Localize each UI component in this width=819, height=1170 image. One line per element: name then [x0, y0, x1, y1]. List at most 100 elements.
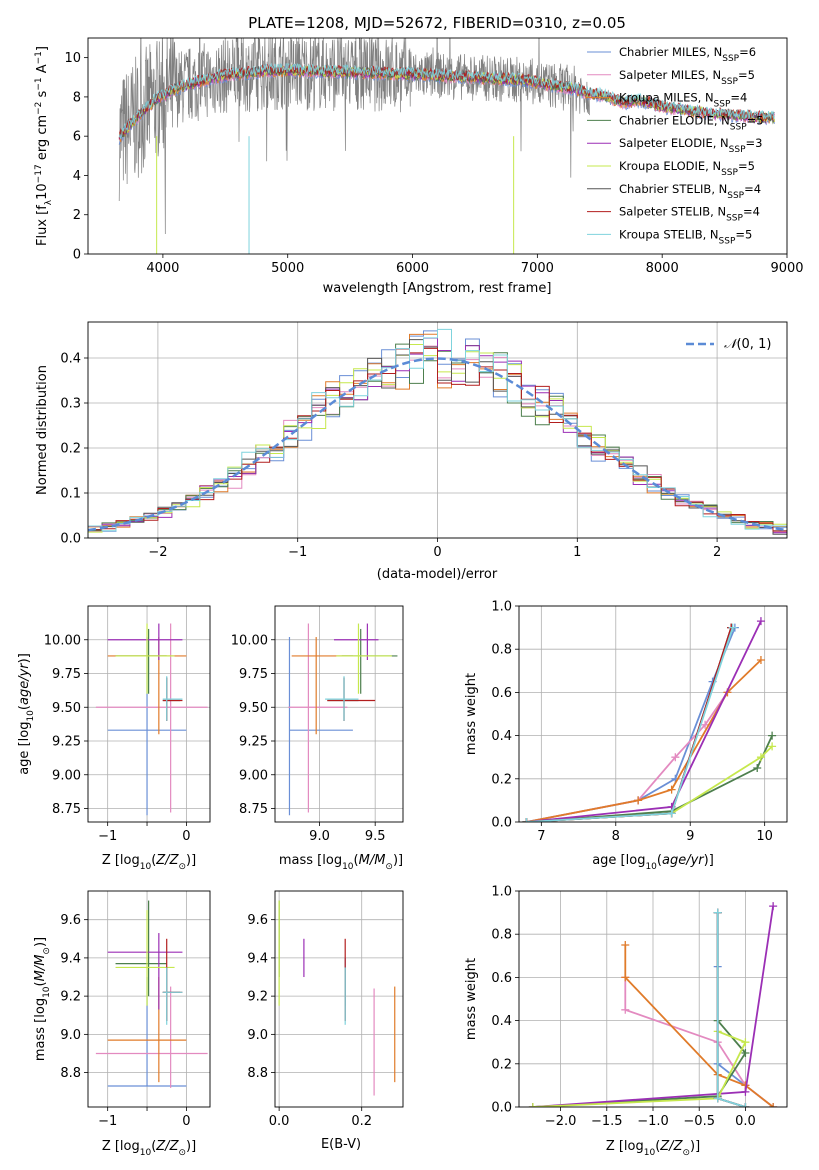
x-tick-label: 0	[182, 1114, 190, 1129]
x-axis-label: wavelength [Angstrom, rest frame]	[323, 281, 552, 296]
x-axis-label: age [log10(age/yr)]	[592, 853, 714, 872]
age_vs_Z-axes: −1 0 8.75 9.00 9.25 9.50 9.75 10.00	[44, 605, 211, 844]
mw_vs_Z-frame	[518, 890, 788, 1108]
sfh-marker	[522, 818, 531, 822]
mass_vs_ebv-frame	[274, 890, 404, 1108]
x-tick-label: 7	[537, 829, 545, 844]
sfh-marker	[756, 753, 765, 762]
y-tick-label: 8.8	[247, 1066, 268, 1081]
legend-label: Chabrier MILES, NSSP=6	[619, 45, 756, 64]
x-axis-label: E(B-V)	[321, 1137, 361, 1152]
y-tick-label: 9.4	[60, 951, 81, 966]
figure-title: PLATE=1208, MJD=52672, FIBERID=0310, z=0…	[248, 14, 626, 32]
age_vs_mass-axes: 9.0 9.5 8.75 9.00 9.25 9.50 9.75 10.00	[231, 605, 404, 844]
x-tick-label: −1.5	[591, 1114, 623, 1129]
y-tick-label: 0	[73, 248, 81, 263]
x-tick-label: 7000	[521, 261, 554, 276]
sfh-line	[526, 659, 762, 822]
x-tick-label: 0.0	[735, 1114, 756, 1129]
y-tick-label: 9.2	[247, 990, 268, 1005]
y-tick-label: 0.2	[60, 442, 81, 457]
sfh-marker	[768, 742, 777, 751]
x-tick-label: 0.2	[351, 1114, 372, 1129]
legend-label: Chabrier STELIB, NSSP=4	[619, 182, 761, 201]
y-tick-label: 0.0	[491, 1101, 512, 1116]
y-tick-label: 0.8	[491, 643, 512, 658]
mass_vs_Z-axes: −1 0 8.8 9.0 9.2 9.4 9.6	[60, 890, 211, 1129]
x-tick-label: −1.0	[637, 1114, 669, 1129]
y-tick-label: 0.6	[491, 971, 512, 986]
normal-curve	[88, 357, 787, 532]
x-tick-label: 9.5	[365, 829, 386, 844]
x-tick-label: 9	[686, 829, 694, 844]
legend-label: 𝒩(0, 1)	[724, 337, 771, 352]
y-tick-label: 2	[73, 208, 81, 223]
age_vs_Z-plot-area	[95, 623, 208, 816]
sfh-z-marker	[741, 1049, 750, 1057]
x-tick-label: 1	[573, 545, 581, 560]
sfh-marker	[756, 656, 765, 664]
sfh-marker	[768, 731, 777, 740]
y-axis-label: mass weight	[464, 958, 479, 1040]
sfh-marker	[728, 623, 737, 632]
sfh-marker	[671, 753, 680, 762]
mw_vs_Z-axes: −2.0 −1.5 −1.0 −0.5 0.0 0.0 0.2 0.4 0.6 0.8 1.0	[491, 885, 788, 1129]
sfh-z-marker	[528, 1103, 537, 1107]
x-axis-label: (data-model)/error	[377, 567, 498, 582]
y-tick-label: 9.75	[52, 667, 81, 682]
sfh-z-marker	[621, 973, 630, 982]
y-tick-label: 0.2	[491, 1057, 512, 1072]
y-tick-label: 0.2	[491, 772, 512, 787]
sfh-z-marker	[769, 902, 778, 911]
residual-histogram	[88, 328, 787, 538]
sfh-z-line	[532, 1030, 747, 1107]
x-tick-label: 8000	[646, 261, 679, 276]
mass_vs_Z-plot-area	[95, 900, 208, 1088]
y-tick-label: 0.4	[60, 352, 81, 367]
y-tick-label: 1.0	[491, 600, 512, 615]
sfh-marker	[756, 617, 765, 626]
y-axis-label: Normed distribution	[35, 365, 50, 495]
residuals-frame	[87, 321, 788, 539]
y-tick-label: 8.75	[52, 802, 81, 817]
age_vs_Z-frame	[87, 605, 211, 823]
y-tick-label: 9.00	[239, 768, 268, 783]
sfh-z-marker	[741, 1038, 750, 1047]
y-axis-label: mass [log10(M/M⊙)]	[33, 937, 52, 1061]
x-tick-label: 5000	[271, 261, 304, 276]
sfh-z-marker	[713, 1094, 722, 1103]
mass_vs_Z-frame	[87, 890, 211, 1108]
residuals-axes: −2 −1 0 1 2 0.0 0.1 0.2 0.3 0.4	[60, 321, 788, 560]
x-axis-label: Z [log10(Z/Z⊙)]	[102, 1139, 196, 1158]
y-tick-label: 0.3	[60, 397, 81, 412]
y-tick-label: 8.75	[239, 802, 268, 817]
sfh-line	[526, 745, 773, 822]
y-tick-label: 9.50	[239, 701, 268, 716]
y-tick-label: 9.4	[247, 951, 268, 966]
y-axis-label: Flux [fλ10−17 erg cm−2 s−1 A−1]	[34, 46, 54, 246]
x-axis-label: Z [log10(Z/Z⊙)]	[102, 853, 196, 872]
y-tick-label: 9.25	[239, 735, 268, 750]
y-tick-label: 9.6	[60, 913, 81, 928]
x-tick-label: 10	[756, 829, 773, 844]
x-tick-label: 0.0	[269, 1114, 290, 1129]
legend-label: Kroupa ELODIE, NSSP=5	[619, 159, 755, 178]
y-tick-label: 0.0	[60, 532, 81, 547]
mw_vs_Z-plot-area	[528, 902, 778, 1107]
x-axis-label: Z [log10(Z/Z⊙)]	[606, 1139, 700, 1158]
legend-label: Kroupa MILES, NSSP=4	[619, 91, 747, 110]
legend-label: Chabrier ELODIE, NSSP=5	[619, 113, 764, 132]
sfh-z-marker	[621, 1005, 630, 1014]
y-tick-label: 9.0	[60, 1028, 81, 1043]
sfh-marker	[667, 785, 676, 794]
y-tick-label: 0.1	[60, 487, 81, 502]
spectrum-frame	[87, 37, 788, 255]
x-tick-label: −1	[98, 829, 117, 844]
legend-label: Kroupa STELIB, NSSP=5	[619, 227, 752, 246]
y-axis-label: mass weight	[464, 673, 479, 755]
y-tick-label: 9.50	[52, 701, 81, 716]
mass_vs_ebv-plot-area	[278, 900, 396, 1096]
y-tick-label: 8	[73, 90, 81, 105]
x-tick-label: 6000	[396, 261, 429, 276]
sfh-marker	[753, 764, 762, 772]
